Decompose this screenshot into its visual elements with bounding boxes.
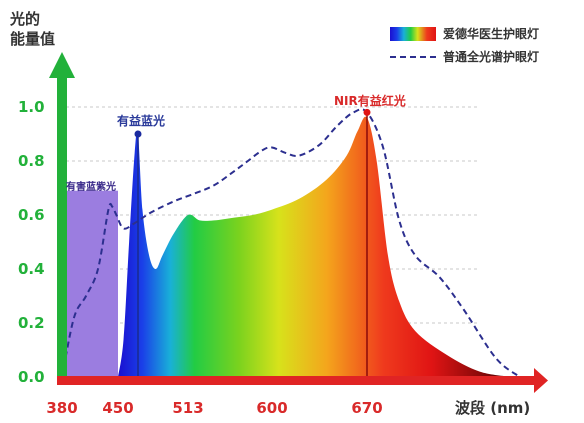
axes [49, 52, 548, 393]
y-tick-label: 0.6 [18, 206, 45, 224]
y-tick-label: 0.8 [18, 152, 45, 170]
harmful-band-region [66, 190, 118, 377]
y-axis-line [57, 74, 67, 381]
x-axis-line [57, 376, 535, 385]
peak-dot [134, 130, 142, 138]
y-tick-label: 0.0 [18, 368, 45, 386]
x-tick-label: 380 [46, 399, 77, 417]
annotation-nir-red: NIR有益红光 [334, 93, 406, 108]
legend-swatch-spectrum [390, 27, 436, 41]
annotation-harmful-blue-violet: 有害蓝紫光 [66, 180, 116, 193]
x-tick-label: 513 [172, 399, 203, 417]
legend: 爱德华医生护眼灯 普通全光谱护眼灯 [390, 26, 539, 64]
x-tick-label: 600 [256, 399, 287, 417]
y-axis-label-line-1: 光的 [9, 10, 40, 28]
dashed-line-series [61, 108, 521, 378]
y-tick-label: 0.2 [18, 314, 45, 332]
x-axis-arrow [534, 368, 548, 393]
x-axis-label: 波段 (nm) [455, 399, 530, 417]
y-axis-arrow [49, 52, 75, 78]
y-tick-label: 1.0 [18, 98, 45, 116]
y-tick-label: 0.4 [18, 260, 45, 278]
regions [66, 190, 118, 377]
annotation-beneficial-blue: 有益蓝光 [117, 113, 165, 128]
legend-label-dashed: 普通全光谱护眼灯 [443, 49, 539, 64]
peak-markers [134, 108, 371, 377]
y-tick-labels: 0.0 0.2 0.4 0.6 0.8 1.0 [18, 98, 45, 386]
dashed-line-layer [61, 108, 521, 378]
spectrum-area-layer [118, 116, 512, 377]
peak-dot [363, 108, 371, 116]
legend-label-spectrum: 爱德华医生护眼灯 [443, 26, 539, 41]
spectrum-area [118, 116, 512, 377]
x-tick-labels: 380 450 513 600 670 [46, 399, 382, 417]
x-tick-label: 450 [102, 399, 133, 417]
y-axis-label-line-2: 能量值 [10, 30, 55, 48]
x-tick-label: 670 [351, 399, 382, 417]
